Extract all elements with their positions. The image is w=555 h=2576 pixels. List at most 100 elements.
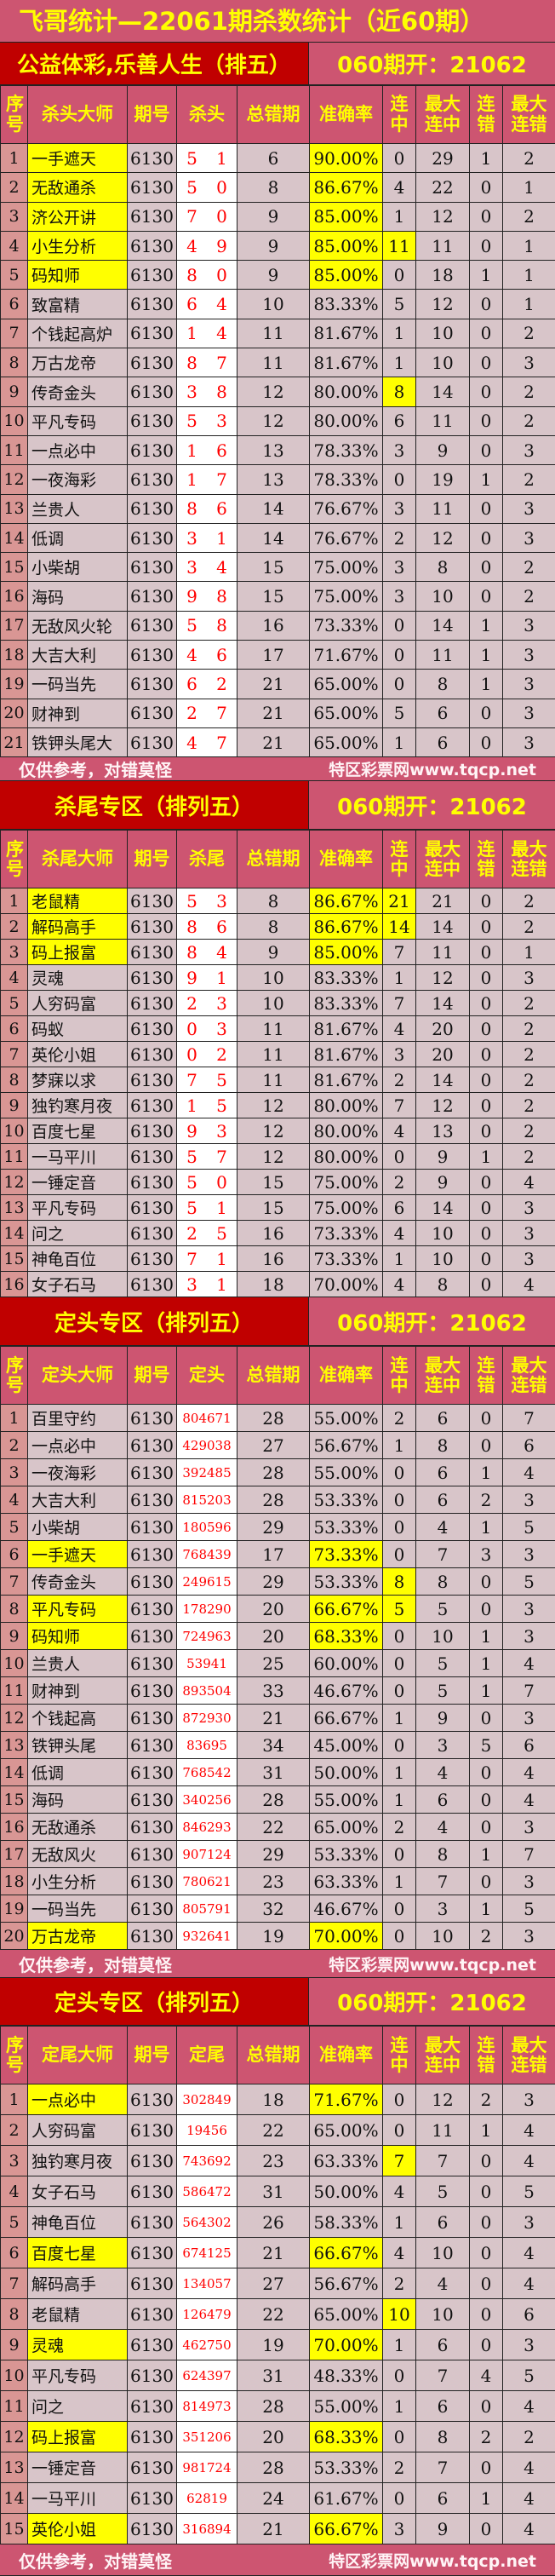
cell-max-streak-miss: 2 (503, 1016, 555, 1042)
disclaimer: 仅供参考，对错莫怪 (19, 1952, 172, 1976)
cell-index: 21 (1, 727, 28, 756)
cell-streak-hit: 4 (383, 1118, 416, 1144)
cell-master: 一手遮天 (28, 144, 128, 173)
cell-max-streak-hit: 11 (416, 940, 470, 965)
cell-index: 5 (1, 991, 28, 1016)
cell-streak-miss: 0 (470, 2146, 503, 2176)
cell-index: 18 (1, 1868, 28, 1895)
cell-streak-hit: 6 (383, 406, 416, 435)
cell-index: 19 (1, 670, 28, 699)
cell-total-miss: 18 (237, 1272, 310, 1297)
cell-max-streak-miss: 2 (503, 202, 555, 231)
cell-master: 神龟百位 (28, 2207, 128, 2238)
cell-streak-miss: 1 (470, 1650, 503, 1677)
cell-total-miss: 22 (237, 2299, 310, 2330)
cell-streak-hit: 1 (383, 319, 416, 348)
cell-kill: 586472 (177, 2176, 237, 2207)
cell-kill: 893504 (177, 1677, 237, 1705)
cell-streak-miss: 1 (470, 1514, 503, 1541)
cell-max-streak-miss: 4 (503, 1272, 555, 1297)
cell-streak-hit: 1 (383, 1868, 416, 1895)
cell-period: 6130 (128, 1895, 177, 1923)
cell-total-miss: 28 (237, 1486, 310, 1514)
cell-accuracy: 70.00% (310, 1272, 383, 1297)
cell-max-streak-hit: 4 (416, 2268, 470, 2299)
cell-kill: 340256 (177, 1786, 237, 1814)
cell-index: 11 (1, 2391, 28, 2422)
cell-max-streak-hit: 11 (416, 2115, 470, 2146)
cell-max-streak-hit: 12 (416, 2084, 470, 2115)
cell-period: 6130 (128, 406, 177, 435)
cell-streak-hit: 7 (383, 2146, 416, 2176)
cell-master: 个钱起高 (28, 1705, 128, 1732)
cell-max-streak-miss: 3 (503, 1923, 555, 1950)
cell-max-streak-miss: 4 (503, 1459, 555, 1486)
cell-streak-hit: 21 (383, 888, 416, 914)
cell-streak-miss: 0 (470, 991, 503, 1016)
cell-master: 一夜海彩 (28, 1459, 128, 1486)
cell-total-miss: 14 (237, 494, 310, 523)
cell-accuracy: 53.33% (310, 2452, 383, 2483)
cell-master: 灵魂 (28, 965, 128, 991)
cell-accuracy: 70.00% (310, 1923, 383, 1950)
column-header-streak-hit: 连中 (383, 1347, 416, 1405)
column-header-accuracy: 准确率 (310, 2027, 383, 2084)
cell-accuracy: 86.67% (310, 888, 383, 914)
cell-kill: 2 5 (177, 1221, 237, 1246)
site-name: 特区彩票网www.tqcp.net (329, 757, 536, 780)
cell-index: 8 (1, 1596, 28, 1623)
cell-total-miss: 12 (237, 377, 310, 406)
cell-streak-hit: 0 (383, 1144, 416, 1170)
cell-index: 2 (1, 914, 28, 940)
cell-index: 1 (1, 2084, 28, 2115)
cell-kill: 7 0 (177, 202, 237, 231)
cell-total-miss: 18 (237, 2084, 310, 2115)
cell-max-streak-hit: 6 (416, 727, 470, 756)
cell-period: 6130 (128, 1170, 177, 1195)
cell-streak-miss: 0 (470, 940, 503, 965)
column-header-streak-miss: 连错 (470, 831, 503, 888)
cell-streak-hit: 0 (383, 1514, 416, 1541)
cell-accuracy: 71.67% (310, 2084, 383, 2115)
cell-kill: 134057 (177, 2268, 237, 2299)
cell-index: 3 (1, 940, 28, 965)
footer-bar: 仅供参考，对错莫怪特区彩票网www.tqcp.net (0, 757, 555, 781)
cell-streak-hit: 0 (383, 144, 416, 173)
cell-max-streak-miss: 3 (503, 727, 555, 756)
cell-kill: 19456 (177, 2115, 237, 2146)
cell-index: 20 (1, 699, 28, 727)
cell-max-streak-hit: 6 (416, 1405, 470, 1432)
cell-accuracy: 53.33% (310, 1514, 383, 1541)
cell-total-miss: 28 (237, 1786, 310, 1814)
cell-max-streak-miss: 3 (503, 348, 555, 377)
cell-index: 4 (1, 1486, 28, 1514)
column-header-max-streak-miss: 最大连错 (503, 86, 555, 144)
cell-period: 6130 (128, 494, 177, 523)
cell-accuracy: 80.00% (310, 1093, 383, 1118)
cell-kill: 6 4 (177, 290, 237, 319)
cell-master: 传奇金头 (28, 1568, 128, 1596)
cell-max-streak-miss: 4 (503, 1650, 555, 1677)
cell-kill: 804671 (177, 1405, 237, 1432)
cell-accuracy: 63.33% (310, 1868, 383, 1895)
cell-total-miss: 8 (237, 914, 310, 940)
cell-accuracy: 83.33% (310, 290, 383, 319)
column-header-accuracy: 准确率 (310, 831, 383, 888)
cell-max-streak-hit: 11 (416, 406, 470, 435)
cell-streak-miss: 0 (470, 1042, 503, 1067)
cell-max-streak-hit: 6 (416, 2207, 470, 2238)
cell-max-streak-miss: 4 (503, 2146, 555, 2176)
cell-max-streak-miss: 4 (503, 2483, 555, 2514)
cell-streak-hit: 4 (383, 1016, 416, 1042)
cell-streak-miss: 0 (470, 1405, 503, 1432)
column-header-streak-hit: 连中 (383, 831, 416, 888)
cell-master: 一马平川 (28, 2483, 128, 2514)
cell-max-streak-hit: 20 (416, 1042, 470, 1067)
